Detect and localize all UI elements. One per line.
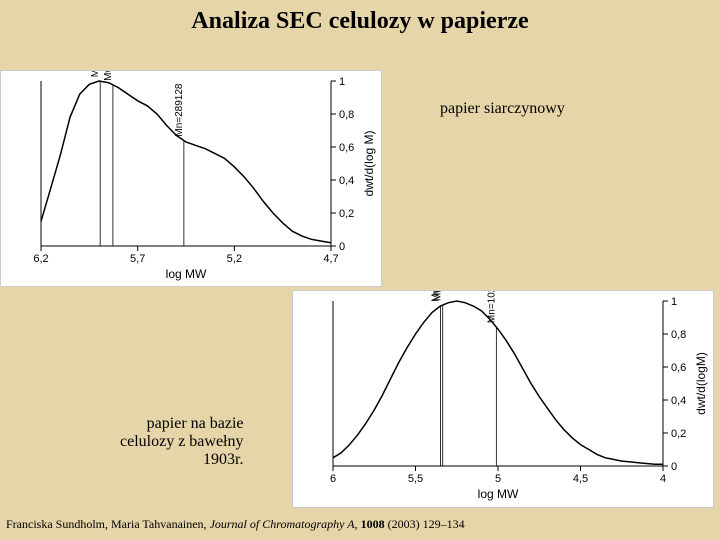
svg-text:0: 0 bbox=[671, 461, 677, 473]
citation-tail: (2003) 129–134 bbox=[385, 517, 465, 531]
svg-text:log MW: log MW bbox=[478, 487, 519, 501]
svg-text:0,4: 0,4 bbox=[671, 395, 686, 407]
svg-text:dwt/d(logM): dwt/d(logM) bbox=[694, 352, 708, 415]
svg-text:0,8: 0,8 bbox=[671, 329, 686, 341]
svg-text:4,7: 4,7 bbox=[323, 253, 338, 265]
svg-text:6: 6 bbox=[330, 473, 336, 485]
svg-text:0,2: 0,2 bbox=[671, 428, 686, 440]
svg-text:0,8: 0,8 bbox=[339, 109, 354, 121]
svg-text:Mn=289128: Mn=289128 bbox=[174, 83, 185, 137]
chart1-svg: 6,2 5,7 5,2 4,70 0,2 0,4 0,6 0,8 1 log MW dwt/d(lo… bbox=[1, 71, 381, 286]
svg-text:6,2: 6,2 bbox=[33, 253, 48, 265]
svg-text:dwt/d(log M): dwt/d(log M) bbox=[362, 130, 376, 196]
sec-chart-sulfite-paper: 6,2 5,7 5,2 4,70 0,2 0,4 0,6 0,8 1 log MW dwt/d(lo… bbox=[0, 70, 382, 287]
svg-text:0,6: 0,6 bbox=[339, 142, 354, 154]
svg-text:4,5: 4,5 bbox=[573, 473, 588, 485]
svg-text:0: 0 bbox=[339, 241, 345, 253]
svg-text:4: 4 bbox=[660, 473, 666, 485]
svg-text:0,6: 0,6 bbox=[671, 362, 686, 374]
svg-text:1: 1 bbox=[339, 76, 345, 88]
citation: Franciska Sundholm, Maria Tahvanainen, J… bbox=[6, 517, 465, 532]
citation-volume: 1008 bbox=[361, 517, 385, 531]
svg-text:5,7: 5,7 bbox=[130, 253, 145, 265]
page-title: Analiza SEC celulozy w papierze bbox=[0, 8, 720, 35]
svg-text:Mn=102356: Mn=102356 bbox=[486, 291, 497, 323]
svg-text:0,2: 0,2 bbox=[339, 208, 354, 220]
chart2-svg: 6 5,5 5 4,5 40 0,2 0,4 0,6 0,8 1 log MW dwt/d(logM)… bbox=[293, 291, 713, 507]
chart2-caption: papier na bazie celulozy z bawełny 1903r… bbox=[120, 415, 244, 469]
svg-text:Mw=672840: Mw=672840 bbox=[103, 71, 114, 81]
svg-text:log MW: log MW bbox=[166, 267, 207, 281]
chart2-caption-line1: papier na bazie bbox=[147, 415, 244, 432]
chart1-caption: papier siarczynowy bbox=[440, 100, 565, 118]
svg-text:5,5: 5,5 bbox=[408, 473, 423, 485]
chart2-caption-line2: celulozy z bawełny bbox=[120, 433, 244, 450]
svg-text:MP=216405: MP=216405 bbox=[433, 291, 444, 301]
svg-text:5: 5 bbox=[495, 473, 501, 485]
svg-text:MP=783207: MP=783207 bbox=[90, 71, 101, 77]
sec-chart-cotton-paper: 6 5,5 5 4,5 40 0,2 0,4 0,6 0,8 1 log MW dwt/d(logM)… bbox=[292, 290, 714, 508]
citation-authors: Franciska Sundholm, Maria Tahvanainen, bbox=[6, 517, 210, 531]
svg-text:0,4: 0,4 bbox=[339, 175, 354, 187]
chart2-caption-line3: 1903r. bbox=[203, 451, 243, 468]
citation-journal: Journal of Chromatography A bbox=[210, 517, 355, 531]
svg-text:5,2: 5,2 bbox=[227, 253, 242, 265]
svg-text:1: 1 bbox=[671, 296, 677, 308]
